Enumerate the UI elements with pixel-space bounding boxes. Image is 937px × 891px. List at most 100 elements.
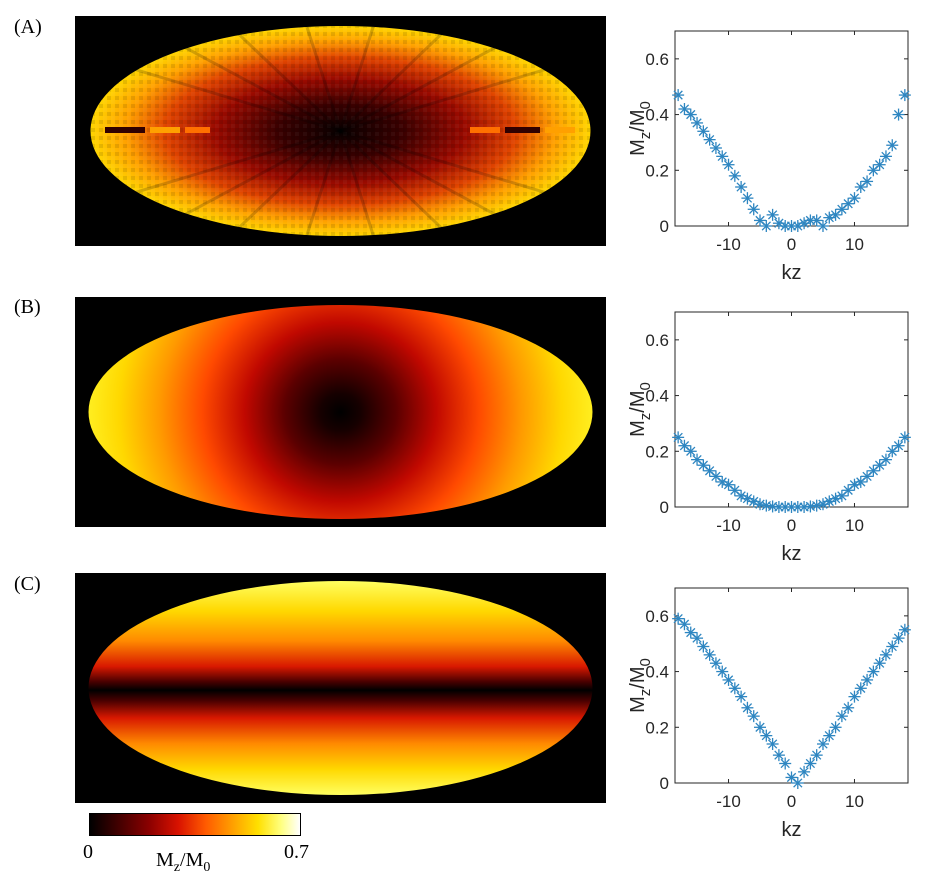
data-point: [829, 721, 842, 734]
magnetization-map-c: [75, 573, 606, 803]
data-point: [879, 453, 892, 466]
data-point: [741, 192, 754, 205]
data-point: [672, 431, 685, 444]
data-point: [697, 459, 710, 472]
data-point: [886, 139, 899, 152]
data-point: [873, 158, 886, 171]
axes-box: [674, 30, 909, 227]
colorbar: [89, 813, 301, 836]
data-point: [747, 710, 760, 723]
y-tick-label: 0: [660, 217, 669, 236]
data-point: [898, 431, 911, 444]
y-tick-label: 0: [660, 774, 669, 793]
map-b-ellipse: [88, 305, 593, 519]
magnetization-map-a: [75, 16, 606, 246]
data-point: [772, 749, 785, 762]
kz-plot-a: 0 0.2 0.4 0.6 -10 0 10 kz Mz/M0: [627, 30, 911, 284]
data-point: [691, 632, 704, 645]
y-tick-label: 0: [660, 498, 669, 517]
data-point: [760, 729, 773, 742]
data-point: [886, 640, 899, 653]
panel-label-a: (A): [14, 16, 42, 38]
data-point: [798, 765, 811, 778]
data-point: [672, 89, 685, 102]
data-point: [892, 439, 905, 452]
data-point: [697, 125, 710, 138]
y-tick-label: 0.2: [645, 442, 669, 461]
data-point: [697, 640, 710, 653]
x-tick-label: 0: [787, 792, 796, 811]
data-point: [754, 721, 767, 734]
data-point: [703, 648, 716, 661]
data-point: [861, 673, 874, 686]
data-point: [879, 150, 892, 163]
y-tick-label: 0.4: [645, 663, 669, 682]
x-axis-label: kz: [782, 819, 802, 841]
data-point: [810, 749, 823, 762]
data-point: [722, 158, 735, 171]
panel-label-b: (B): [14, 296, 41, 318]
y-axis-label: Mz/M0: [627, 658, 654, 713]
y-tick-label: 0.2: [645, 718, 669, 737]
x-tick-label: 10: [845, 516, 864, 535]
colorbar-min-label: 0: [83, 841, 93, 863]
data-point: [816, 220, 829, 232]
data-point: [848, 690, 861, 703]
x-tick-label: 0: [787, 235, 796, 254]
data-point: [678, 618, 691, 631]
data-point: [709, 470, 722, 483]
y-tick-label: 0.6: [645, 50, 669, 69]
x-tick-label: 10: [845, 792, 864, 811]
data-point: [854, 682, 867, 695]
data-point: [898, 623, 911, 636]
data-point: [716, 150, 729, 163]
data-point: [848, 192, 861, 205]
y-tick-label: 0.6: [645, 607, 669, 626]
data-point: [779, 757, 792, 770]
data-point: [898, 89, 911, 102]
kz-plot-c: 0 0.2 0.4 0.6 -10 0 10 kz Mz/M0: [627, 587, 911, 841]
x-axis-label: kz: [782, 262, 802, 284]
data-point: [804, 757, 817, 770]
data-point: [854, 181, 867, 193]
data-point: [892, 108, 905, 121]
data-point: [709, 142, 722, 154]
data-point: [709, 657, 722, 670]
data-point: [728, 682, 741, 695]
x-tick-label: -10: [716, 516, 741, 535]
data-point: [741, 701, 754, 714]
map-c-ellipse: [88, 581, 593, 795]
panel-label-c: (C): [14, 573, 41, 595]
data-point: [691, 116, 704, 129]
y-axis-label: Mz/M0: [627, 382, 654, 437]
x-tick-label: -10: [716, 792, 741, 811]
data-point: [766, 208, 779, 221]
data-point: [835, 710, 848, 723]
x-tick-label: -10: [716, 235, 741, 254]
y-axis-label: Mz/M0: [627, 101, 654, 156]
data-point: [747, 203, 760, 216]
colorbar-label: Mz/M0: [156, 849, 211, 875]
axes-box: [674, 587, 909, 784]
data-point: [760, 220, 773, 232]
data-point: [835, 203, 848, 216]
x-tick-label: 0: [787, 516, 796, 535]
data-point: [703, 133, 716, 146]
data-point: [684, 445, 697, 458]
axes-box: [674, 311, 909, 508]
colorbar-max-label: 0.7: [284, 841, 309, 863]
data-point: [735, 690, 748, 703]
kz-plot-b: 0 0.2 0.4 0.6 -10 0 10 kz Mz/M0: [627, 311, 911, 565]
y-tick-label: 0.4: [645, 106, 669, 125]
data-point: [791, 777, 804, 789]
data-point: [861, 175, 874, 188]
data-point: [879, 648, 892, 661]
data-point: [684, 108, 697, 121]
data-point: [816, 738, 829, 750]
data-point: [766, 738, 779, 750]
data-point: [722, 673, 735, 686]
data-point: [735, 181, 748, 193]
x-tick-label: 10: [845, 235, 864, 254]
data-point: [867, 665, 880, 678]
